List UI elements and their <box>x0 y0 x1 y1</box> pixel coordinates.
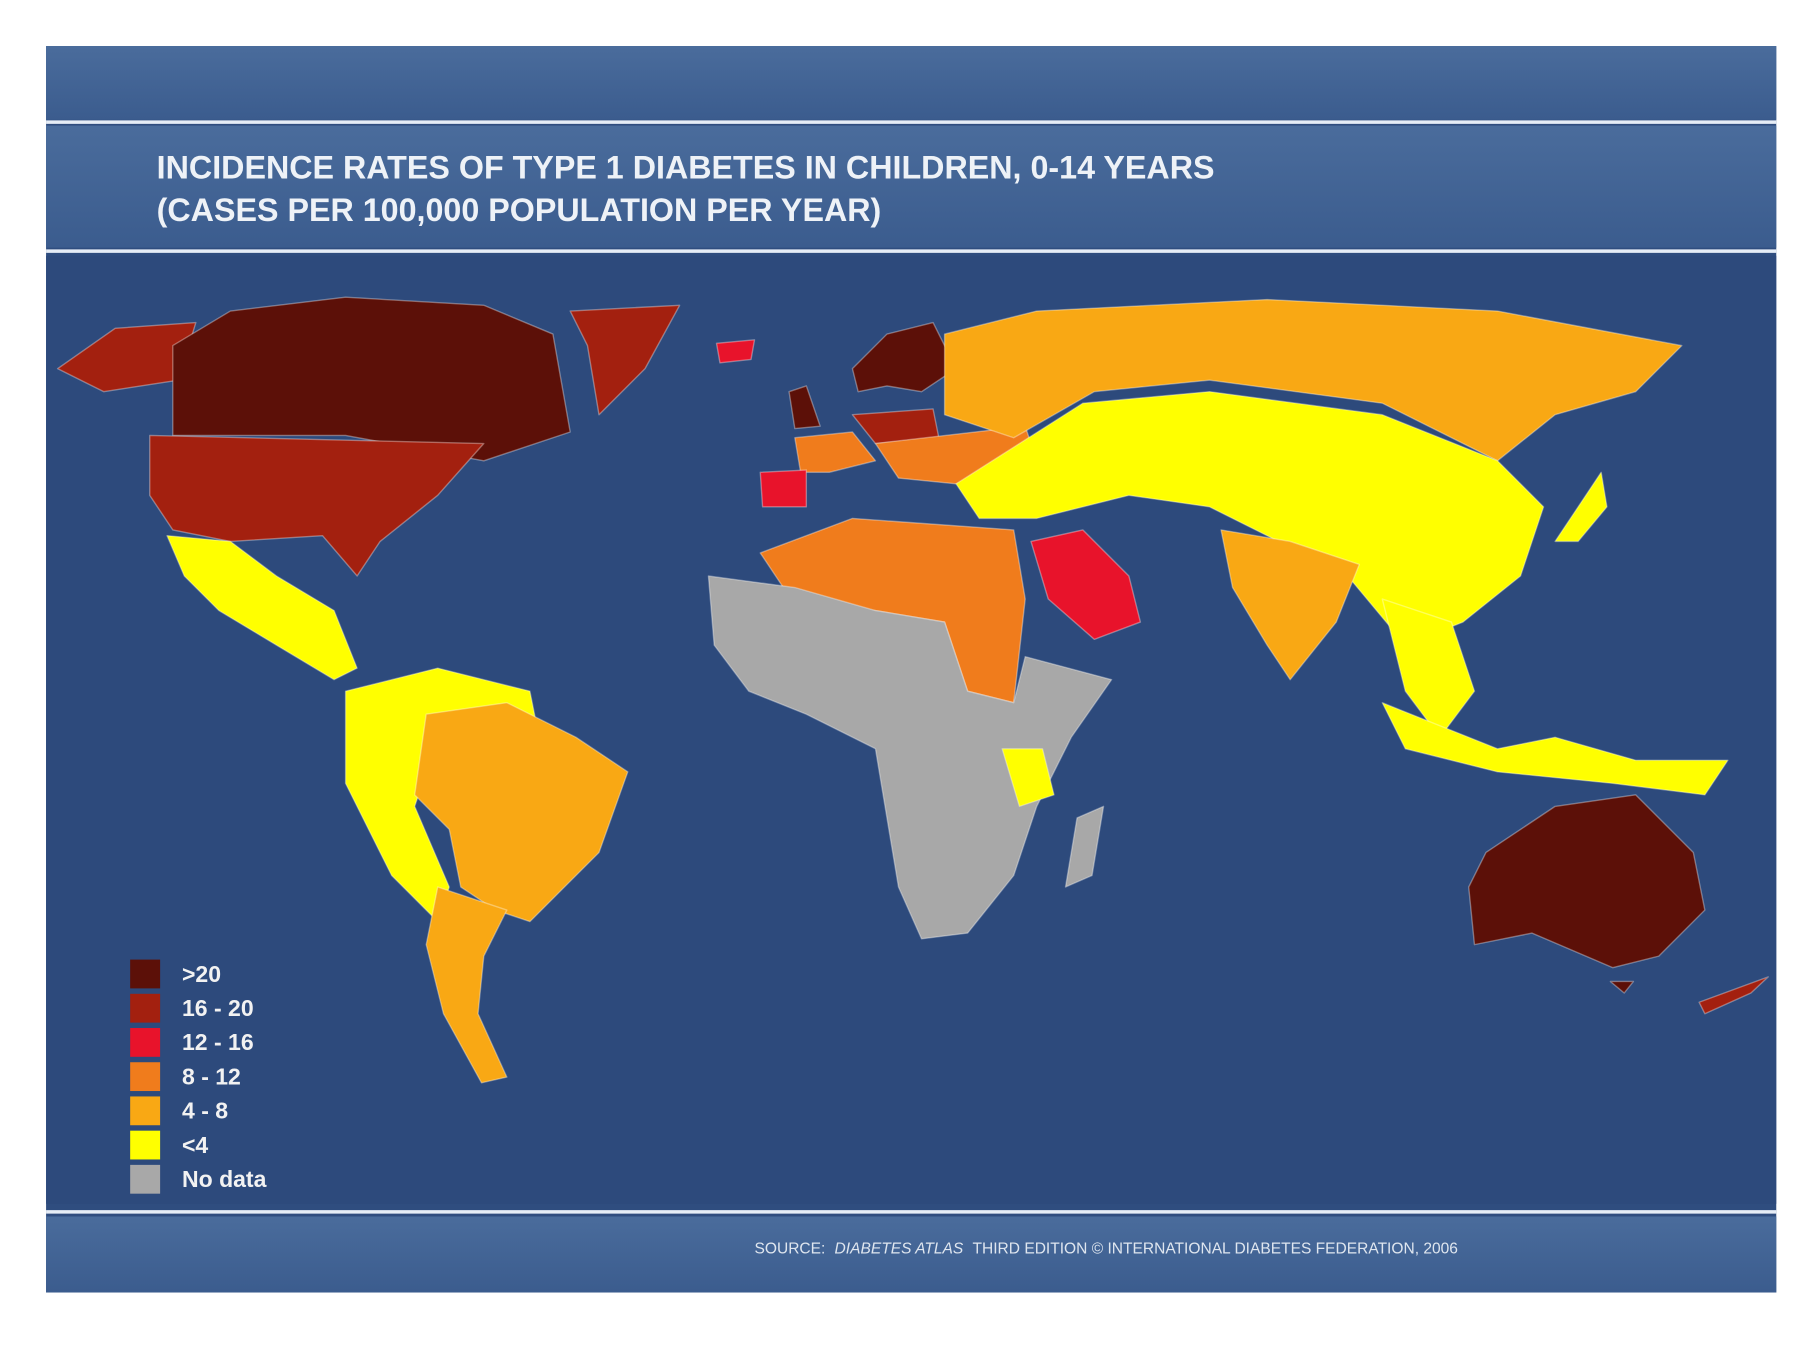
country-region <box>569 304 681 416</box>
country-region <box>172 296 571 462</box>
legend-swatch <box>130 1062 161 1092</box>
legend-swatch <box>130 1164 161 1194</box>
legend-swatch <box>130 1130 161 1160</box>
legend-label: 12 - 16 <box>182 1029 254 1055</box>
source: SOURCE: DIABETES ATLAS THIRD EDITION © INT… <box>755 1240 1458 1257</box>
country-region <box>149 434 485 577</box>
country-region <box>851 321 957 393</box>
title-line: (CASES PER 100,000 POPULATION PER YEAR) <box>157 192 882 228</box>
legend-swatch <box>130 959 161 989</box>
country-region <box>715 339 756 364</box>
regions <box>56 296 1769 1084</box>
country-region <box>759 469 808 508</box>
legend-label: No data <box>182 1166 267 1192</box>
source-publication: DIABETES ATLAS <box>835 1240 964 1257</box>
legend-label: <4 <box>182 1132 208 1158</box>
country-region <box>943 298 1683 462</box>
source-rest: THIRD EDITION © INTERNATIONAL DIABETES F… <box>973 1240 1458 1257</box>
country-region <box>1609 980 1635 994</box>
country-region <box>1554 471 1608 543</box>
title-line: INCIDENCE RATES OF TYPE 1 DIABETES IN CH… <box>157 150 1215 186</box>
country-region <box>1698 976 1769 1015</box>
title-band <box>46 125 1777 248</box>
country-region <box>414 702 629 923</box>
legend-swatch <box>130 993 161 1023</box>
country-region <box>1220 529 1360 681</box>
legend-label: 4 - 8 <box>182 1098 228 1124</box>
legend-swatch <box>130 1096 161 1126</box>
country-region <box>1381 702 1729 796</box>
legend: >20 16 - 20 12 - 16 8 - 12 4 - 8 <4 No data <box>130 959 267 1194</box>
country-region <box>1030 529 1142 641</box>
country-region <box>1064 805 1105 888</box>
legend-label: 16 - 20 <box>182 995 254 1021</box>
country-region <box>1468 794 1706 969</box>
country-region <box>1381 598 1476 738</box>
country-region <box>707 575 1113 940</box>
top-band <box>46 46 1777 120</box>
legend-label: >20 <box>182 961 221 987</box>
legend-swatch <box>130 1028 161 1057</box>
country-region <box>425 886 508 1084</box>
country-region <box>794 431 877 473</box>
country-region <box>166 534 358 681</box>
legend-label: 8 - 12 <box>182 1063 241 1089</box>
country-region <box>1001 748 1055 808</box>
source-prefix: SOURCE: <box>755 1240 826 1257</box>
footer-band <box>46 1216 1777 1293</box>
country-region <box>788 385 821 430</box>
